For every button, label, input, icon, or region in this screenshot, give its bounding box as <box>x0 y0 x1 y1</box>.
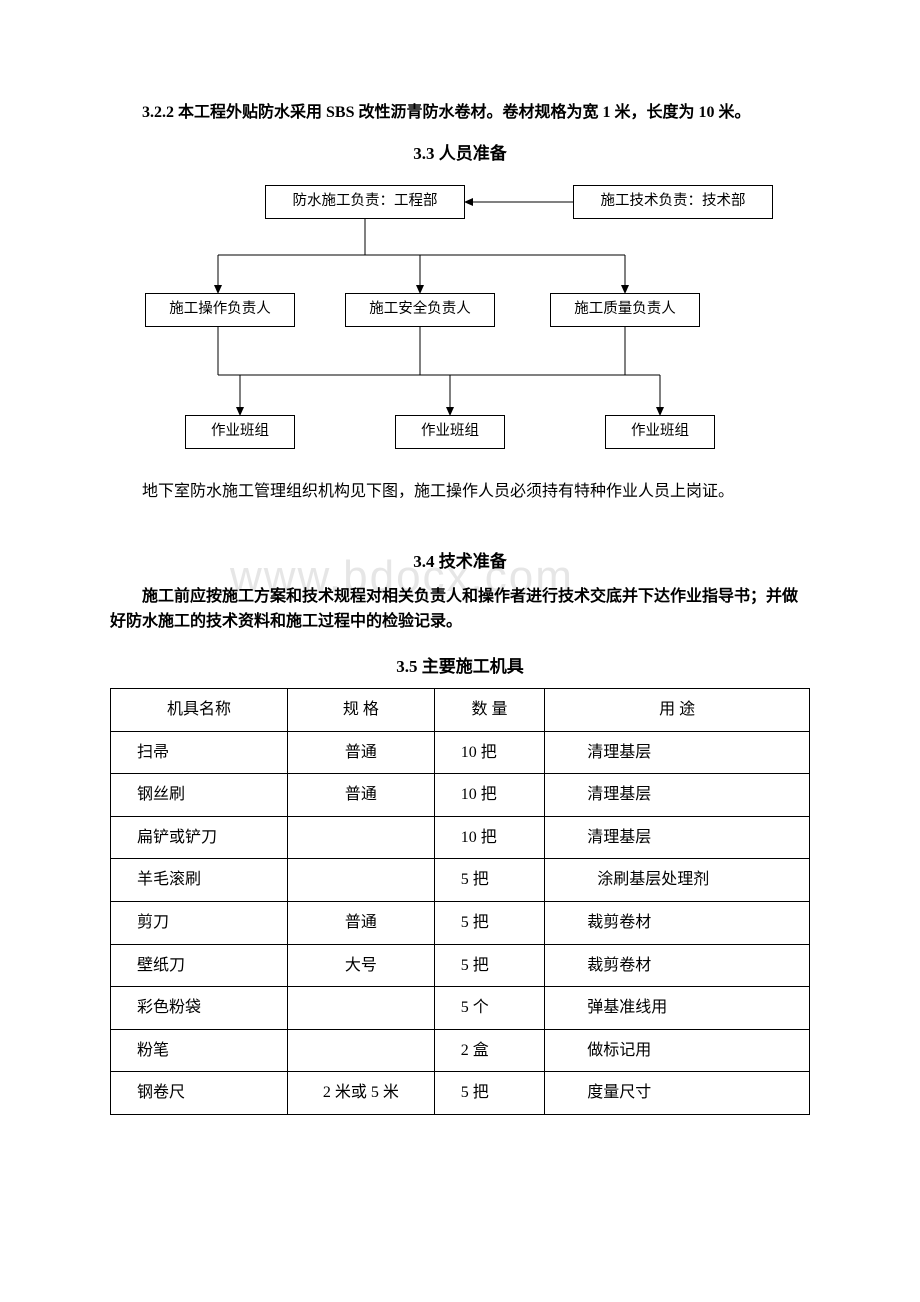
table-row: 彩色粉袋 5 个弹基准线用 <box>111 987 810 1030</box>
diagram-node-bot_left: 作业班组 <box>185 415 295 449</box>
diagram-node-bot_right: 作业班组 <box>605 415 715 449</box>
section-33-note: 地下室防水施工管理组织机构见下图，施工操作人员必须持有特种作业人员上岗证。 <box>110 479 810 505</box>
cell-spec: 普通 <box>288 901 435 944</box>
cell-qty: 5 把 <box>434 944 544 987</box>
cell-name: 壁纸刀 <box>111 944 288 987</box>
cell-spec <box>288 816 435 859</box>
cell-qty: 10 把 <box>434 816 544 859</box>
cell-name: 扁铲或铲刀 <box>111 816 288 859</box>
cell-spec <box>288 1029 435 1072</box>
section-34-body: 施工前应按施工方案和技术规程对相关负责人和操作者进行技术交底并下达作业指导书；并… <box>110 584 810 635</box>
cell-name: 钢卷尺 <box>111 1072 288 1115</box>
cell-qty: 10 把 <box>434 774 544 817</box>
section-34-body-text: 施工前应按施工方案和技术规程对相关负责人和操作者进行技术交底并下达作业指导书；并… <box>110 588 798 631</box>
cell-qty: 5 个 <box>434 987 544 1030</box>
table-row: 扫帚普通10 把清理基层 <box>111 731 810 774</box>
cell-name: 粉笔 <box>111 1029 288 1072</box>
cell-use: 裁剪卷材 <box>545 901 810 944</box>
table-row: 扁铲或铲刀 10 把清理基层 <box>111 816 810 859</box>
cell-qty: 10 把 <box>434 731 544 774</box>
cell-use: 清理基层 <box>545 816 810 859</box>
cell-name: 剪刀 <box>111 901 288 944</box>
cell-name: 钢丝刷 <box>111 774 288 817</box>
cell-use: 弹基准线用 <box>545 987 810 1030</box>
table-header-row: 机具名称 规 格 数 量 用 途 <box>111 688 810 731</box>
diagram-node-bot_center: 作业班组 <box>395 415 505 449</box>
cell-spec: 2 米或 5 米 <box>288 1072 435 1115</box>
cell-qty: 5 把 <box>434 901 544 944</box>
cell-use: 裁剪卷材 <box>545 944 810 987</box>
intro-text: 3.2.2 本工程外贴防水采用 SBS 改性沥青防水卷材。卷材规格为宽 1 米，… <box>142 104 750 121</box>
cell-spec: 大号 <box>288 944 435 987</box>
diagram-node-mid_right: 施工质量负责人 <box>550 293 700 327</box>
col-header-name: 机具名称 <box>111 688 288 731</box>
cell-spec <box>288 859 435 902</box>
cell-name: 扫帚 <box>111 731 288 774</box>
section-35-title: 3.5 主要施工机具 <box>110 653 810 680</box>
section-33-title: 3.3 人员准备 <box>110 140 810 167</box>
col-header-qty: 数 量 <box>434 688 544 731</box>
table-row: 钢丝刷普通10 把清理基层 <box>111 774 810 817</box>
cell-qty: 5 把 <box>434 859 544 902</box>
cell-qty: 2 盒 <box>434 1029 544 1072</box>
cell-use: 涂刷基层处理剂 <box>545 859 810 902</box>
diagram-node-mid_center: 施工安全负责人 <box>345 293 495 327</box>
cell-use: 清理基层 <box>545 774 810 817</box>
col-header-use: 用 途 <box>545 688 810 731</box>
cell-qty: 5 把 <box>434 1072 544 1115</box>
intro-paragraph: 3.2.2 本工程外贴防水采用 SBS 改性沥青防水卷材。卷材规格为宽 1 米，… <box>110 100 810 126</box>
table-row: 粉笔 2 盒做标记用 <box>111 1029 810 1072</box>
diagram-node-mid_left: 施工操作负责人 <box>145 293 295 327</box>
cell-use: 度量尺寸 <box>545 1072 810 1115</box>
table-row: 羊毛滚刷 5 把涂刷基层处理剂 <box>111 859 810 902</box>
cell-name: 彩色粉袋 <box>111 987 288 1030</box>
table-row: 钢卷尺2 米或 5 米5 把度量尺寸 <box>111 1072 810 1115</box>
diagram-node-top_left: 防水施工负责：工程部 <box>265 185 465 219</box>
cell-spec: 普通 <box>288 774 435 817</box>
tools-table: 机具名称 规 格 数 量 用 途 扫帚普通10 把清理基层钢丝刷普通10 把清理… <box>110 688 810 1115</box>
cell-spec: 普通 <box>288 731 435 774</box>
cell-use: 清理基层 <box>545 731 810 774</box>
org-chart-diagram: 防水施工负责：工程部 施工技术负责：技术部施工操作负责人 施工安全负责人 施工质量负责… <box>115 175 805 465</box>
table-row: 壁纸刀大号5 把裁剪卷材 <box>111 944 810 987</box>
section-34-title: 3.4 技术准备 <box>110 548 810 575</box>
cell-spec <box>288 987 435 1030</box>
cell-name: 羊毛滚刷 <box>111 859 288 902</box>
cell-use: 做标记用 <box>545 1029 810 1072</box>
col-header-spec: 规 格 <box>288 688 435 731</box>
table-row: 剪刀普通5 把裁剪卷材 <box>111 901 810 944</box>
diagram-node-top_right: 施工技术负责：技术部 <box>573 185 773 219</box>
